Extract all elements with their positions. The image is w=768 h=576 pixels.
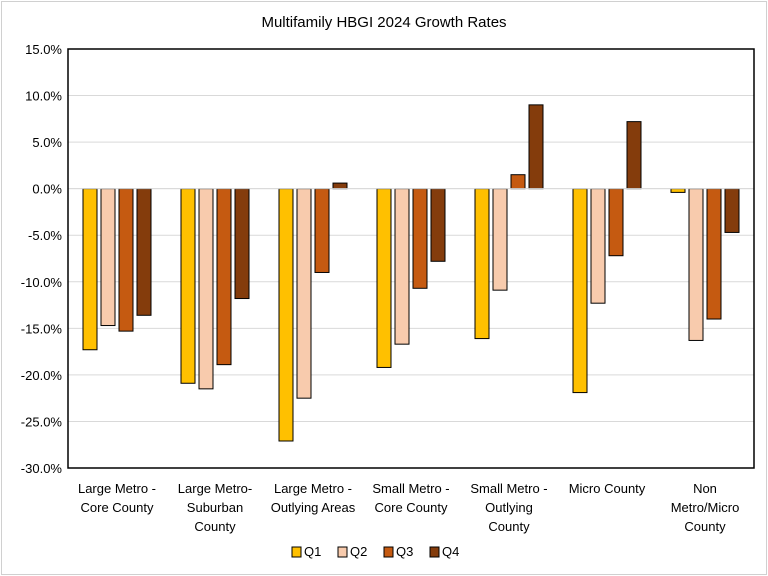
legend: Q1 Q2 Q3 Q4 bbox=[291, 544, 459, 559]
bar-q1 bbox=[82, 188, 98, 351]
y-tick-label: -15.0% bbox=[21, 321, 63, 336]
bar-q4 bbox=[234, 188, 250, 300]
bar-q3 bbox=[412, 188, 428, 289]
bar-q1 bbox=[474, 188, 490, 340]
y-tick-label: 10.0% bbox=[25, 89, 62, 104]
legend-swatch-q3 bbox=[383, 546, 394, 558]
x-category-label: Large Metro -Core County bbox=[78, 481, 156, 515]
bar-q3 bbox=[706, 188, 722, 320]
x-axis-category-labels: Large Metro -Core County Large Metro-Subu… bbox=[78, 481, 739, 534]
bar-q4 bbox=[332, 182, 348, 190]
x-category-label: Small Metro -Core County bbox=[372, 481, 449, 515]
bar-q2 bbox=[590, 188, 606, 304]
bar-q1 bbox=[572, 188, 588, 394]
gridlines bbox=[68, 48, 754, 469]
bar-q3 bbox=[510, 174, 526, 190]
y-tick-label: 0.0% bbox=[32, 182, 62, 197]
y-tick-label: -30.0% bbox=[21, 461, 63, 476]
y-tick-label: -25.0% bbox=[21, 414, 63, 429]
legend-swatch-q2 bbox=[337, 546, 348, 558]
x-category-label: Non Metro/Micro County bbox=[671, 481, 740, 534]
bar-q4 bbox=[430, 188, 446, 262]
y-axis-tick-labels: 15.0% 10.0% 5.0% 0.0% -5.0% -10.0% -15.0% -20.0… bbox=[21, 42, 63, 476]
bar-q2 bbox=[296, 188, 312, 399]
bar-q3 bbox=[314, 188, 330, 273]
legend-label-q4: Q4 bbox=[442, 544, 459, 559]
bar-q4 bbox=[626, 121, 642, 190]
y-tick-label: 5.0% bbox=[32, 135, 62, 150]
x-category-label: Small Metro -Outlying County bbox=[470, 481, 547, 534]
bar-q1 bbox=[376, 188, 392, 368]
legend-swatch-q1 bbox=[291, 546, 302, 558]
y-tick-label: -5.0% bbox=[28, 228, 62, 243]
x-category-label: Large Metro -Outlying Areas bbox=[271, 481, 356, 515]
bar-q2 bbox=[394, 188, 410, 345]
bars bbox=[82, 104, 740, 442]
bar-q2 bbox=[100, 188, 116, 327]
plot-area-border bbox=[67, 48, 755, 469]
bar-q2 bbox=[492, 188, 508, 291]
bar-q3 bbox=[118, 188, 134, 332]
bar-q1 bbox=[278, 188, 294, 442]
bar-q1 bbox=[670, 188, 686, 193]
bar-q2 bbox=[198, 188, 214, 390]
axes bbox=[67, 48, 755, 469]
x-category-label: Large Metro-Suburban County bbox=[178, 481, 252, 534]
y-tick-label: -20.0% bbox=[21, 368, 63, 383]
legend-label-q1: Q1 bbox=[304, 544, 321, 559]
legend-label-q2: Q2 bbox=[350, 544, 367, 559]
bar-q3 bbox=[216, 188, 232, 366]
bar-q4 bbox=[528, 104, 544, 190]
y-tick-label: -10.0% bbox=[21, 275, 63, 290]
bar-q3 bbox=[608, 188, 624, 257]
legend-swatch-q4 bbox=[429, 546, 440, 558]
bar-q1 bbox=[180, 188, 196, 384]
x-category-label: Micro County bbox=[569, 481, 646, 496]
y-tick-label: 15.0% bbox=[25, 42, 62, 57]
bar-q2 bbox=[688, 188, 704, 341]
bar-q4 bbox=[136, 188, 152, 316]
legend-label-q3: Q3 bbox=[396, 544, 413, 559]
chart-title: Multifamily HBGI 2024 Growth Rates bbox=[261, 14, 506, 31]
bar-q4 bbox=[724, 188, 740, 233]
